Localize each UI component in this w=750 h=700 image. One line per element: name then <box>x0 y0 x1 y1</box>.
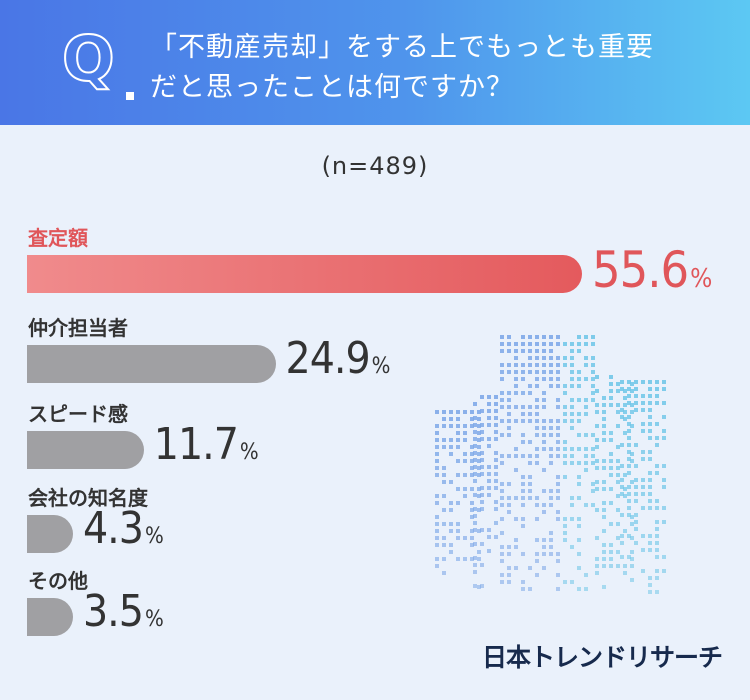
value-label: 4.3% <box>83 503 164 554</box>
q-icon: Q <box>61 27 146 104</box>
value-label: 24.9% <box>285 333 391 384</box>
question-header: Q 「不動産売却」をする上でもっとも重要 だと思ったことは何ですか？ <box>0 0 750 125</box>
bar <box>27 598 73 636</box>
bar <box>27 515 73 553</box>
brand-logo: 日本トレンドリサーチ <box>481 643 723 672</box>
sample-size: (n=489) <box>321 152 429 180</box>
value-label: 3.5% <box>83 586 164 637</box>
question-line-1: 「不動産売却」をする上でもっとも重要 <box>150 32 654 63</box>
bar <box>27 255 582 293</box>
category-label: 会社の知名度 <box>28 486 148 510</box>
category-label: その他 <box>28 569 88 593</box>
category-label: 査定額 <box>28 226 88 250</box>
bar <box>27 345 276 383</box>
question-line-2: だと思ったことは何ですか？ <box>150 72 514 103</box>
question-text: 「不動産売却」をする上でもっとも重要 だと思ったことは何ですか？ <box>150 28 730 108</box>
city-buildings-illustration <box>435 335 666 594</box>
bar <box>27 431 144 469</box>
category-label: スピード感 <box>28 402 128 426</box>
value-label: 11.7% <box>153 419 259 470</box>
value-label: 55.6% <box>592 241 712 299</box>
category-label: 仲介担当者 <box>28 316 128 340</box>
